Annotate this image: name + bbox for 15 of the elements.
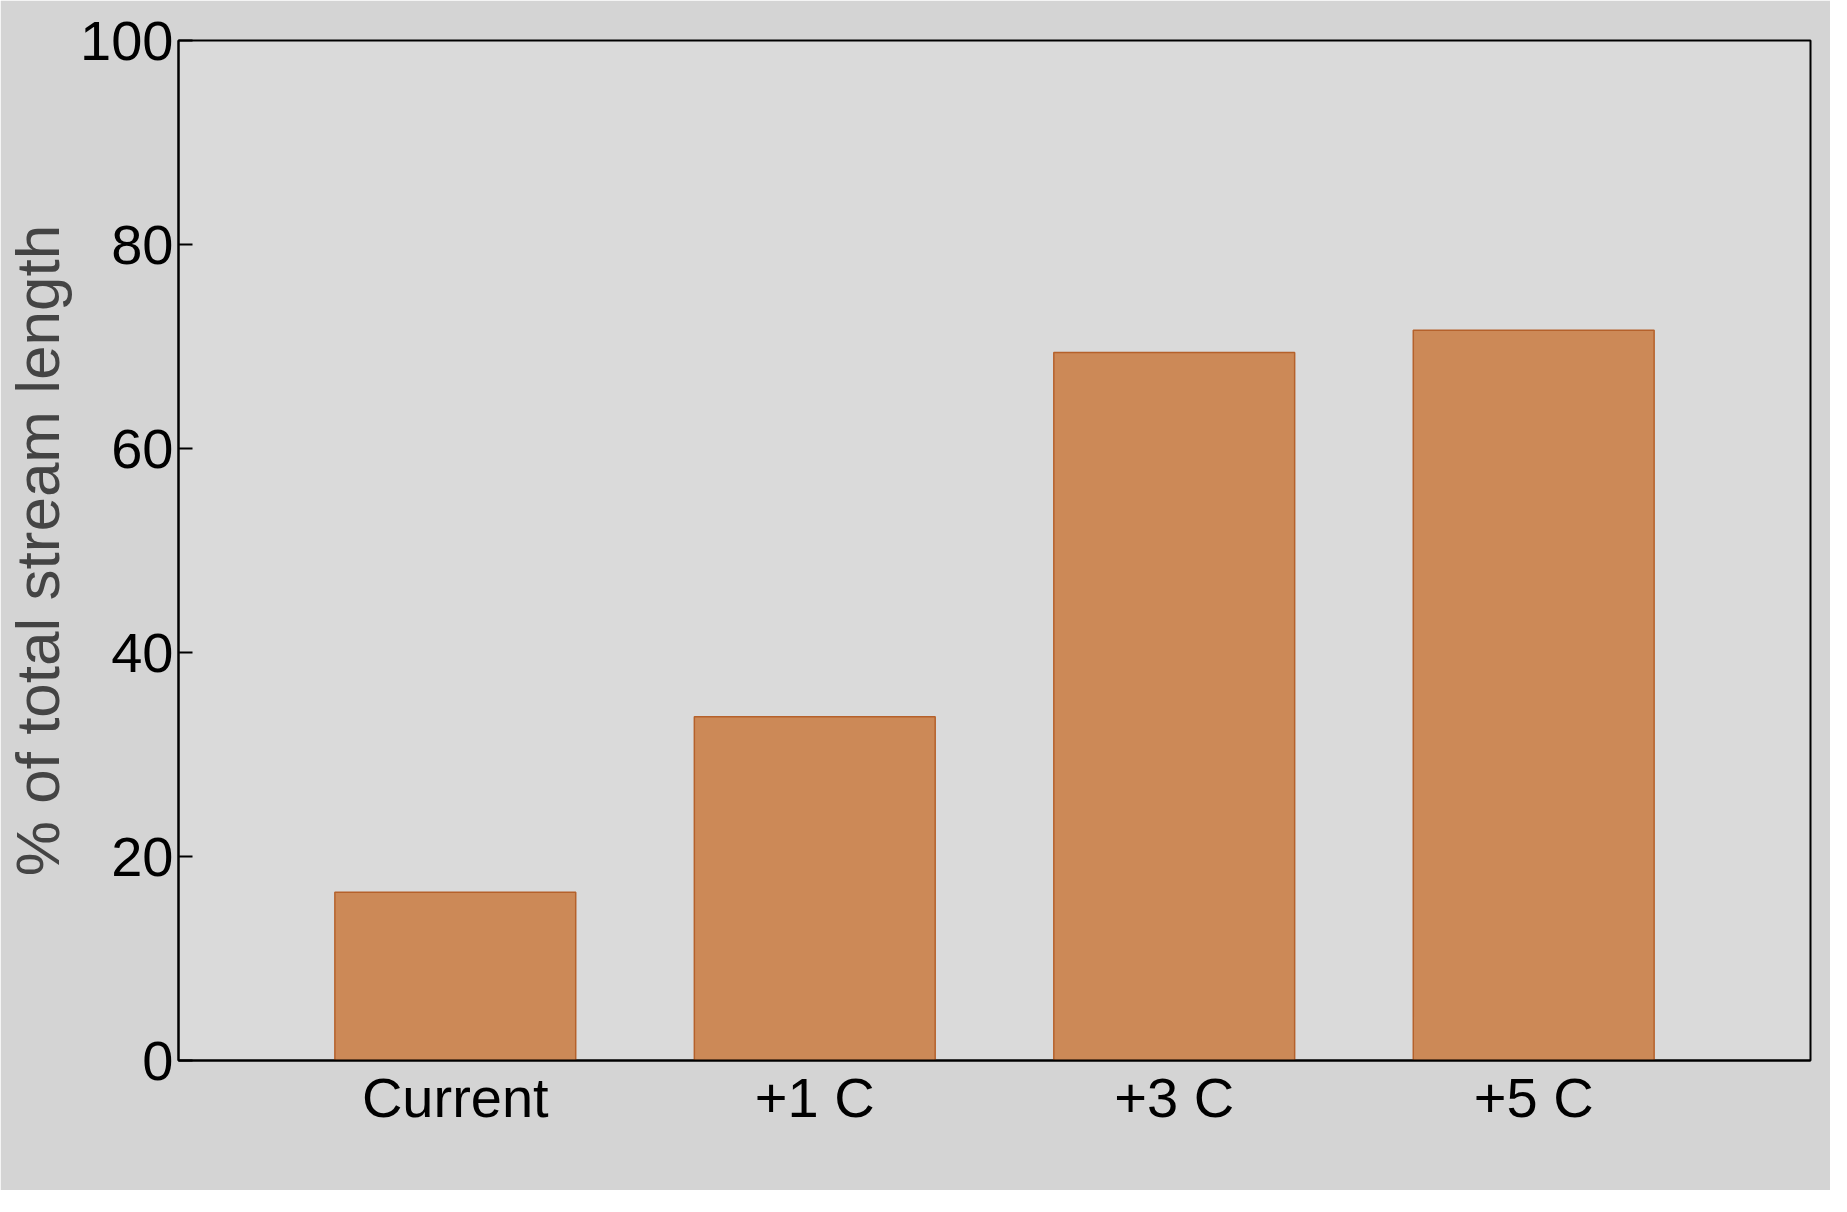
x-tick-label: +1 C: [754, 1065, 875, 1129]
x-tick-label: Current: [361, 1065, 550, 1129]
y-tick-label: 0: [142, 1028, 174, 1092]
bar: [1053, 351, 1296, 1061]
y-tick-label: 20: [111, 824, 174, 888]
x-tick-label: +3 C: [1114, 1065, 1235, 1129]
y-tick-label: 100: [80, 8, 174, 72]
y-tick-label: 80: [111, 212, 174, 276]
bar: [334, 891, 577, 1061]
y-axis-title: % of total stream length: [3, 224, 73, 877]
bar: [1412, 329, 1655, 1061]
y-tick-label: 60: [111, 416, 174, 480]
bar: [693, 716, 936, 1061]
x-tick-label: +5 C: [1473, 1065, 1594, 1129]
y-tick-label: 40: [111, 620, 174, 684]
